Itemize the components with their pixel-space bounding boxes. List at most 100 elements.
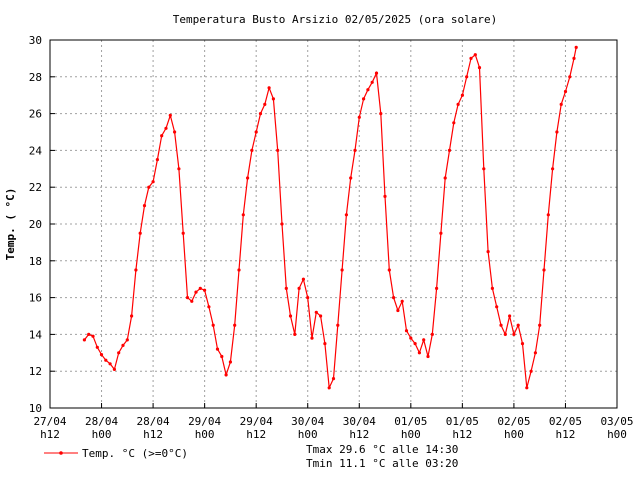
data-point xyxy=(331,377,336,381)
x-tick-date: 29/04 xyxy=(188,415,221,428)
data-point xyxy=(147,185,151,189)
data-point xyxy=(520,342,525,346)
data-point xyxy=(490,286,494,290)
data-point xyxy=(469,56,473,61)
y-tick-label: 14 xyxy=(29,328,43,341)
data-point xyxy=(516,323,520,327)
data-point xyxy=(246,176,250,180)
data-point xyxy=(276,148,280,152)
x-tick-hour: h00 xyxy=(298,428,318,441)
x-tick-date: 27/04 xyxy=(33,415,66,428)
data-point xyxy=(456,102,460,106)
y-tick-label: 26 xyxy=(29,108,42,121)
data-point xyxy=(366,88,370,92)
data-point xyxy=(104,358,108,362)
data-point xyxy=(392,296,396,300)
legend-marker xyxy=(59,451,63,455)
data-point xyxy=(443,176,447,180)
data-point xyxy=(499,323,503,327)
x-tick-hour: h12 xyxy=(40,428,60,441)
data-point xyxy=(495,305,499,309)
data-point xyxy=(503,332,507,336)
data-point xyxy=(447,148,452,152)
data-point xyxy=(383,194,387,198)
data-point xyxy=(284,286,288,290)
x-tick-hour: h12 xyxy=(246,428,266,441)
data-point xyxy=(241,213,245,217)
data-point xyxy=(413,342,417,346)
legend: Temp. °C (>=0°C) xyxy=(44,447,188,460)
data-point xyxy=(91,334,95,338)
data-point xyxy=(297,286,301,290)
data-point xyxy=(280,222,284,226)
data-point xyxy=(572,56,576,61)
x-tick-hour: h00 xyxy=(607,428,627,441)
x-tick-hour: h12 xyxy=(143,428,163,441)
x-tick-hour: h12 xyxy=(556,428,576,441)
x-tick-date: 30/04 xyxy=(291,415,324,428)
data-point xyxy=(538,323,542,327)
x-tick-date: 30/04 xyxy=(343,415,376,428)
data-point xyxy=(237,268,241,272)
x-tick-hour: h12 xyxy=(349,428,369,441)
data-point xyxy=(482,167,486,171)
data-point xyxy=(108,362,112,366)
data-point xyxy=(525,386,529,390)
data-point xyxy=(486,250,490,254)
x-tick-hour: h00 xyxy=(504,428,524,441)
data-point xyxy=(194,290,198,294)
data-point xyxy=(477,66,482,70)
data-point xyxy=(319,314,323,318)
data-point xyxy=(404,329,409,333)
data-point xyxy=(160,134,164,138)
data-point xyxy=(379,112,383,116)
grid xyxy=(50,40,617,408)
data-point xyxy=(250,148,254,152)
y-tick-label: 18 xyxy=(29,255,42,268)
y-axis-label: Temp. ( °C) xyxy=(4,188,17,261)
data-point xyxy=(460,93,464,97)
data-point xyxy=(323,342,327,346)
data-point xyxy=(357,115,361,119)
data-point xyxy=(95,345,99,349)
x-tick-date: 01/05 xyxy=(394,415,427,428)
data-point xyxy=(353,148,357,152)
y-tick-label: 10 xyxy=(29,402,42,415)
data-point xyxy=(473,53,477,57)
data-point xyxy=(374,71,379,75)
data-point xyxy=(224,373,228,377)
data-point xyxy=(142,204,147,208)
data-point xyxy=(533,351,538,355)
data-point xyxy=(293,332,297,336)
data-point xyxy=(198,286,202,290)
y-tick-label: 16 xyxy=(29,292,42,305)
data-point xyxy=(422,338,426,342)
data-point xyxy=(551,167,555,171)
data-point xyxy=(340,268,344,272)
data-point xyxy=(138,231,142,235)
data-point xyxy=(362,97,366,101)
x-tick-hour: h00 xyxy=(401,428,421,441)
y-tick-label: 24 xyxy=(29,144,43,157)
data-point xyxy=(267,86,271,90)
x-axis-ticks: 27/04h1228/04h0028/04h1229/04h0029/04h12… xyxy=(33,403,634,441)
data-point xyxy=(168,113,172,117)
data-point xyxy=(387,268,391,272)
data-point xyxy=(185,296,190,300)
data-point xyxy=(559,102,563,106)
x-tick-date: 02/05 xyxy=(497,415,530,428)
data-point xyxy=(190,299,194,303)
data-point xyxy=(327,386,331,390)
data-point xyxy=(288,314,293,318)
data-point xyxy=(426,354,430,359)
x-tick-date: 01/05 xyxy=(446,415,479,428)
data-point xyxy=(452,121,456,125)
data-point xyxy=(409,336,413,340)
data-point xyxy=(134,268,138,272)
data-point xyxy=(301,277,305,281)
data-point xyxy=(215,347,220,351)
data-point xyxy=(117,351,121,355)
x-tick-date: 02/05 xyxy=(549,415,582,428)
series-layer xyxy=(82,45,578,391)
